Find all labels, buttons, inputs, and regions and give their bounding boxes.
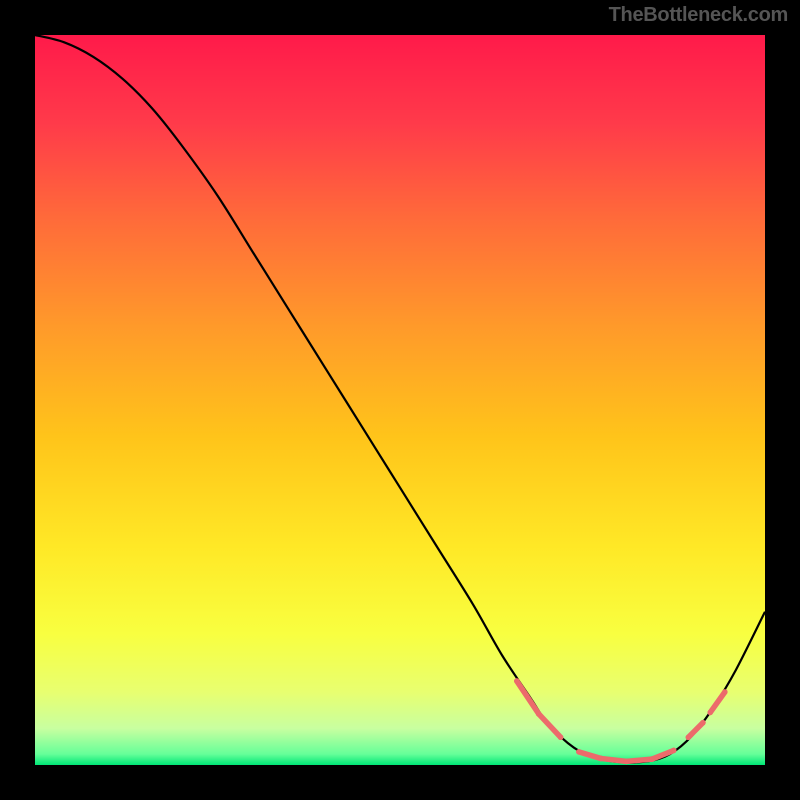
plot-area xyxy=(35,35,765,765)
marker-cap xyxy=(514,678,520,684)
marker-cap xyxy=(671,748,677,754)
marker-cap xyxy=(576,749,582,755)
watermark-text: TheBottleneck.com xyxy=(609,4,788,27)
marker-capsule xyxy=(517,681,539,714)
marker-capsule xyxy=(579,752,601,759)
chart-container: TheBottleneck.com xyxy=(0,0,800,800)
marker-cap xyxy=(686,735,692,741)
marker-capsule xyxy=(688,723,703,738)
marker-capsule xyxy=(601,758,627,761)
marker-cap xyxy=(536,711,542,717)
marker-capsule xyxy=(626,759,652,761)
marker-cap xyxy=(558,735,564,741)
marker-capsule xyxy=(539,714,561,737)
curve-layer xyxy=(35,35,765,765)
marker-group xyxy=(514,678,728,764)
marker-cap xyxy=(649,756,655,762)
marker-cap xyxy=(722,689,728,695)
bottleneck-curve xyxy=(35,35,765,763)
marker-cap xyxy=(598,756,604,762)
marker-cap xyxy=(700,720,706,726)
marker-cap xyxy=(624,759,630,765)
marker-cap xyxy=(708,710,714,716)
marker-capsule xyxy=(710,692,725,712)
